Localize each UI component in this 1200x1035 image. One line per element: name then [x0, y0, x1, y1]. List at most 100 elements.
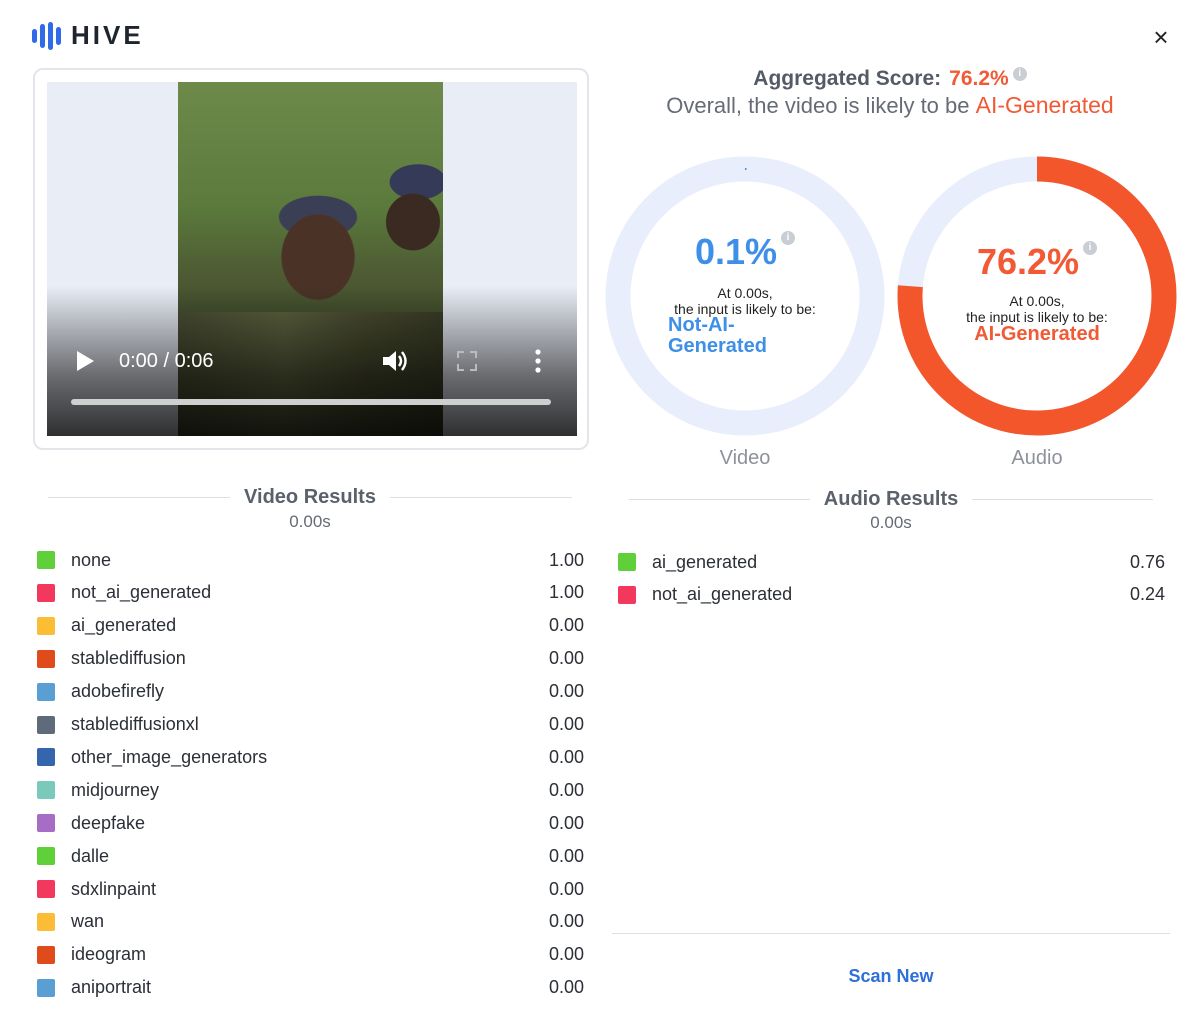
info-icon[interactable]: i	[1083, 241, 1098, 255]
legend-swatch	[618, 585, 636, 604]
video-donut-ring	[605, 156, 885, 436]
result-value: 0.00	[548, 944, 584, 965]
video-player[interactable]: 0:00 / 0:06	[47, 82, 577, 436]
video-results-time: 0.00s	[289, 512, 331, 531]
info-icon[interactable]: i	[781, 231, 796, 245]
audio-results-header: Audio Results	[629, 488, 1154, 511]
result-row: adobefirefly 0.00	[37, 680, 584, 704]
result-label: other_image_generators	[71, 746, 268, 767]
aggregated-score-value: 76.2%	[949, 67, 1009, 90]
seek-bar[interactable]	[71, 399, 551, 405]
result-row: ai_generated 0.00	[37, 614, 584, 638]
result-value: 0.00	[548, 779, 584, 800]
result-row: none 1.00	[37, 548, 584, 572]
result-row: stablediffusionxl 0.00	[37, 713, 584, 737]
result-label: stablediffusionxl	[71, 714, 199, 734]
result-value: 0.00	[548, 615, 584, 636]
result-value: 0.00	[548, 648, 584, 669]
audio-results-time: 0.00s	[870, 513, 912, 532]
video-score-percent: 0.1% i	[604, 231, 886, 273]
legend-swatch	[37, 682, 55, 701]
hive-logo-bars-icon	[32, 21, 61, 51]
result-value: 0.00	[548, 977, 584, 998]
result-label: not_ai_generated	[71, 582, 212, 603]
close-icon[interactable]: ×	[1153, 22, 1169, 52]
result-row: ideogram 0.00	[37, 943, 584, 967]
brand-name: HIVE	[71, 20, 144, 50]
result-row: not_ai_generated 1.00	[37, 581, 584, 605]
video-verdict: Not-AI- Generated	[668, 314, 767, 357]
result-row: ai_generated 0.76	[618, 550, 1165, 574]
donut-value-arc	[897, 156, 1177, 436]
result-label: none	[71, 549, 112, 570]
legend-swatch	[37, 551, 55, 569]
more-vertical-icon[interactable]	[534, 348, 542, 374]
result-row: midjourney 0.00	[37, 778, 584, 802]
result-row: deepfake 0.00	[37, 811, 584, 835]
volume-icon[interactable]	[381, 348, 409, 374]
result-value: 0.00	[548, 845, 584, 866]
legend-swatch	[37, 616, 55, 635]
video-results-title: Video Results	[244, 486, 376, 508]
result-row: wan 0.00	[37, 910, 584, 934]
aggregated-score-label: Aggregated Score:	[753, 67, 942, 90]
legend-swatch	[37, 583, 55, 602]
result-label: sdxlinpaint	[71, 878, 157, 899]
result-row: not_ai_generated 0.24	[618, 583, 1165, 607]
result-row: other_image_generators 0.00	[37, 745, 584, 769]
audio-score-donut: 76.2% i At 0.00s, the input is likely to …	[896, 155, 1178, 437]
video-results-header: Video Results	[48, 486, 572, 509]
legend-swatch	[37, 649, 55, 668]
audio-verdict: AI-Generated	[974, 323, 1100, 345]
video-score-caption: At 0.00s, the input is likely to be:	[674, 285, 816, 317]
result-label: not_ai_generated	[652, 584, 793, 605]
legend-swatch	[37, 814, 55, 833]
result-label: stablediffusion	[71, 648, 186, 669]
result-label: ideogram	[71, 944, 147, 965]
result-value: 0.00	[548, 681, 584, 702]
audio-results-title: Audio Results	[823, 488, 959, 510]
scan-new-button[interactable]: Scan New	[848, 966, 934, 986]
playback-time: 0:00 / 0:06	[119, 350, 214, 372]
result-row: dalle 0.00	[37, 844, 584, 868]
result-row: stablediffusion 0.00	[37, 647, 584, 671]
info-icon[interactable]: i	[1012, 67, 1027, 81]
result-value: 0.00	[548, 878, 584, 899]
result-label: aniportrait	[71, 977, 152, 998]
hive-logo: HIVE	[32, 20, 144, 51]
result-row: aniportrait 0.00	[37, 976, 584, 1000]
overall-verdict: AI-Generated	[975, 92, 1114, 118]
video-player-card: 0:00 / 0:06	[33, 68, 589, 450]
legend-swatch	[37, 880, 55, 898]
result-value: 0.76	[1129, 551, 1165, 572]
video-donut-label: Video	[719, 447, 771, 469]
result-value: 0.00	[548, 714, 584, 734]
audio-donut-label: Audio	[1011, 447, 1063, 469]
legend-swatch	[618, 553, 636, 571]
fullscreen-icon[interactable]	[457, 351, 477, 371]
overall-prefix: Overall, the video is likely to be	[666, 93, 970, 118]
overall-summary: Overall, the video is likely to be AI-Ge…	[600, 92, 1180, 119]
legend-swatch	[37, 912, 55, 931]
audio-score-percent: 76.2% i	[896, 241, 1178, 283]
result-value: 0.00	[548, 911, 584, 932]
result-label: ai_generated	[71, 615, 177, 636]
legend-swatch	[37, 781, 55, 800]
result-value: 0.00	[548, 746, 584, 767]
video-score-donut: 0.1% i At 0.00s, the input is likely to b…	[604, 155, 886, 437]
legend-swatch	[37, 945, 55, 964]
result-label: wan	[71, 911, 105, 932]
audio-donut-ring	[897, 156, 1177, 436]
legend-swatch	[37, 978, 55, 997]
result-label: midjourney	[71, 779, 160, 800]
play-icon[interactable]	[75, 350, 95, 372]
result-label: deepfake	[71, 812, 146, 833]
aggregated-score: Aggregated Score: 76.2% i	[600, 67, 1180, 91]
legend-swatch	[37, 715, 55, 734]
result-label: ai_generated	[652, 551, 758, 572]
audio-score-caption: At 0.00s, the input is likely to be:	[966, 293, 1108, 325]
donut-value-arc	[617, 168, 873, 424]
legend-swatch	[37, 748, 55, 767]
result-label: adobefirefly	[71, 681, 165, 702]
result-row: sdxlinpaint 0.00	[37, 877, 584, 901]
